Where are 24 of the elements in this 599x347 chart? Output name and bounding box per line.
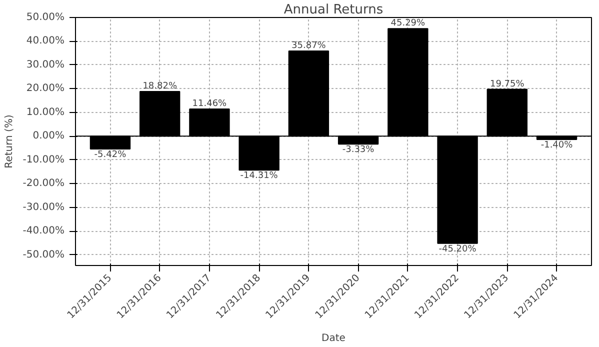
data-label: -5.42% <box>94 150 127 160</box>
y-tick-label: 10.00% <box>26 106 65 118</box>
y-axis-title: Return (%) <box>4 114 15 168</box>
data-label: 18.82% <box>142 81 178 92</box>
y-tick-label: 0.00% <box>32 130 65 142</box>
data-label: 45.29% <box>390 18 426 29</box>
y-tick-label: 40.00% <box>26 36 65 47</box>
data-label: -45.20% <box>438 244 477 254</box>
chart-title: Annual Returns <box>284 2 384 18</box>
y-tick-label: 30.00% <box>26 59 65 70</box>
data-label: 11.46% <box>192 98 228 109</box>
x-axis-title: Date <box>322 333 346 344</box>
data-label: -1.40% <box>540 140 574 150</box>
y-tick-label: -10.00% <box>22 154 65 166</box>
y-tick-label: 20.00% <box>26 83 65 94</box>
y-tick-label: -50.00% <box>22 249 65 260</box>
y-tick-label: 50.00% <box>26 12 65 23</box>
data-label: 19.75% <box>490 79 525 90</box>
y-tick-label: -20.00% <box>22 178 65 190</box>
y-tick-label: -40.00% <box>22 226 65 237</box>
data-label: -14.31% <box>240 171 278 182</box>
data-label: 35.87% <box>292 41 326 52</box>
y-tick-label: -30.00% <box>22 202 65 213</box>
data-label: -3.33% <box>342 145 375 156</box>
